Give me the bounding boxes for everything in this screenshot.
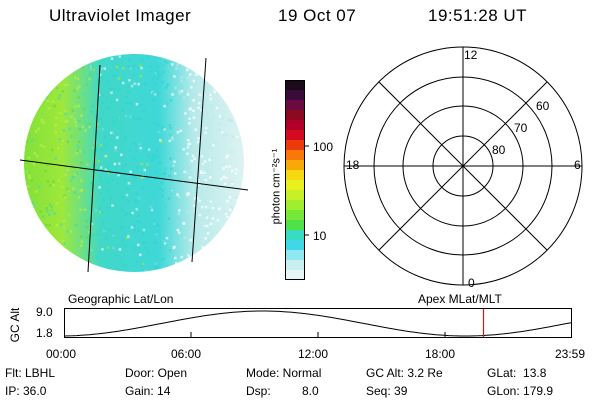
glon-info: GLon: 179.9	[487, 384, 554, 398]
lat-label-70: 70	[514, 121, 528, 135]
colorbar-segment	[285, 200, 305, 211]
mlt-labels: 12 18 6 0	[346, 48, 581, 289]
geo-grid	[20, 57, 249, 273]
date-label: 19 Oct 07	[278, 6, 357, 25]
colorbar-segment	[285, 250, 305, 261]
dsp-label: Dsp:	[246, 384, 271, 398]
polar-plot: 12 18 6 0 60 70 80	[343, 46, 583, 289]
colorbar-tick-100: 100	[313, 140, 334, 154]
lat-label-80: 80	[492, 143, 506, 157]
dsp-value: 8.0	[302, 384, 319, 398]
timeline-xtick-2: 12:00	[298, 347, 329, 361]
glat-info: GLat: 13.8	[487, 366, 547, 380]
timeline-ytick-high: 9.0	[36, 305, 53, 319]
colorbar-segment	[285, 260, 305, 271]
instrument-title: Ultraviolet Imager	[49, 6, 192, 25]
colorbar-segment	[285, 180, 305, 191]
colorbar-segment	[285, 270, 305, 280]
colorbar-segment	[285, 130, 305, 141]
mlt-label-0: 0	[468, 276, 475, 289]
colorbar-segment	[285, 110, 305, 121]
colorbar-segment	[285, 100, 305, 111]
colorbar-segment	[285, 140, 305, 151]
mlt-label-18: 18	[346, 158, 360, 172]
colorbar-segment	[285, 190, 305, 201]
timeline-xtick-0: 00:00	[46, 347, 77, 361]
lat-labels: 60 70 80	[492, 99, 550, 157]
colorbar-segment	[285, 240, 305, 251]
colorbar-segment	[285, 90, 305, 101]
colorbar	[285, 80, 309, 280]
seq-info: Seq: 39	[366, 384, 408, 398]
geographic-label: Geographic Lat/Lon	[68, 292, 174, 306]
timeline-ytick-low: 1.8	[36, 326, 53, 340]
timeline-xtick-4: 23:59	[555, 347, 586, 361]
timeline-ylabel: GC Alt	[8, 307, 22, 343]
colorbar-label: photon cm⁻²s⁻¹	[270, 148, 283, 225]
mlt-label-6: 6	[574, 158, 581, 172]
door-info: Door: Open	[125, 366, 188, 380]
timeline-xtick-1: 06:00	[171, 347, 202, 361]
gc-alt-info: GC Alt: 3.2 Re	[366, 366, 443, 380]
filter-info: Flt: LBHL	[5, 366, 56, 380]
colorbar-segment	[285, 120, 305, 131]
mlt-label-12: 12	[464, 48, 478, 62]
altitude-timeline	[64, 308, 572, 338]
colorbar-segment	[285, 220, 305, 231]
uv-image	[20, 54, 249, 273]
mode-info: Mode: Normal	[246, 366, 322, 380]
uv-disk	[24, 54, 244, 272]
gain-info: Gain: 14	[125, 384, 171, 398]
colorbar-segment	[285, 150, 305, 161]
time-label: 19:51:28 UT	[428, 6, 528, 25]
colorbar-segment	[285, 80, 305, 91]
colorbar-segment	[285, 210, 305, 221]
colorbar-segment	[285, 230, 305, 241]
colorbar-tick-10: 10	[313, 229, 327, 243]
lat-label-60: 60	[536, 99, 550, 113]
timeline-xtick-3: 18:00	[425, 347, 456, 361]
ip-info: IP: 36.0	[5, 384, 47, 398]
apex-label: Apex MLat/MLT	[418, 292, 502, 306]
colorbar-segment	[285, 170, 305, 181]
colorbar-segment	[285, 160, 305, 171]
